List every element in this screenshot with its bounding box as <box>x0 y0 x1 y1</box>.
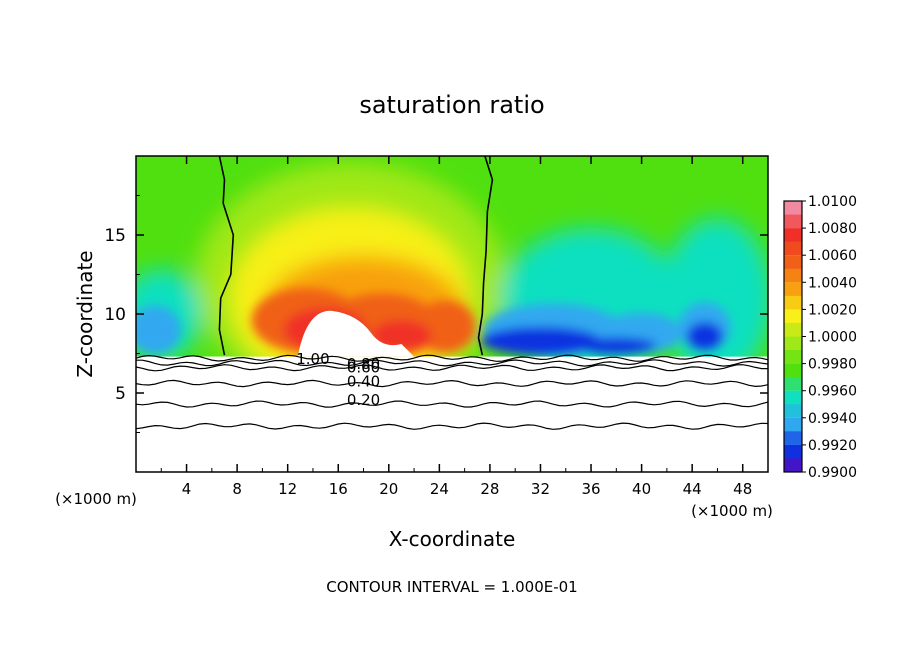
contour-label: 1.00 <box>296 350 329 368</box>
contour-label: 0.80 <box>347 355 380 373</box>
colorbar-swatch-half <box>784 322 802 337</box>
field-region-right-dry-2 <box>662 218 768 360</box>
y-tick-label: 15 <box>104 226 126 246</box>
saturation-boundary-left <box>218 155 235 356</box>
colorbar-label: 1.0080 <box>808 221 857 237</box>
x-unit-right: (×1000 m) <box>691 502 773 520</box>
contour-line <box>135 400 769 408</box>
x-tick-label: 20 <box>379 480 398 498</box>
colorbar: 1.0100 1.0080 1.0060 1.0040 1.0020 1.0000 0.99… <box>783 194 857 481</box>
colorbar-swatch-half <box>784 431 802 445</box>
x-tick-label: 28 <box>480 480 499 498</box>
colorbar-label: 1.0040 <box>808 275 857 291</box>
y-axis: 5 10 15 <box>104 195 768 433</box>
colorbar-label: 1.0060 <box>808 248 857 264</box>
colorbar-swatch-half <box>784 268 802 283</box>
field-sharp-layer <box>136 288 731 356</box>
colorbar-label: 0.9920 <box>808 438 857 454</box>
colorbar-label: 1.0020 <box>808 302 857 318</box>
x-tick-label: 40 <box>632 480 651 498</box>
contour-interval-footer: CONTOUR INTERVAL = 1.000E-01 <box>326 578 577 596</box>
y-axis-label: Z-coordinate <box>73 250 97 377</box>
colorbar-label: 1.0000 <box>808 330 857 346</box>
colorbar-swatch-half <box>784 404 802 418</box>
field-very-dry-1 <box>480 326 601 355</box>
colorbar-label: 0.9900 <box>808 465 857 481</box>
saturation-boundaries <box>218 155 494 356</box>
colorbar-label: 0.9940 <box>808 411 857 427</box>
x-unit-left: (×1000 m) <box>55 490 137 508</box>
contour-label: 0.60 <box>347 359 380 377</box>
field-lower-blank <box>136 356 768 360</box>
saturation-boundary-right <box>477 155 494 356</box>
y-tick-label: 10 <box>104 305 126 325</box>
colorbar-swatch-half <box>784 350 802 364</box>
x-tick-label: 48 <box>733 480 752 498</box>
field-very-dry-2 <box>686 322 723 351</box>
contour-line <box>135 422 769 430</box>
colorbar-label: 1.0100 <box>808 194 857 210</box>
colorbar-swatch-half <box>784 214 802 229</box>
x-tick-label: 8 <box>232 480 242 498</box>
contour-line <box>135 364 768 372</box>
colorbar-swatch-half <box>784 458 802 472</box>
x-tick-label: 4 <box>182 480 192 498</box>
field-very-dry-3 <box>576 337 657 354</box>
contour-line <box>136 359 769 367</box>
x-axis-label: X-coordinate <box>389 527 516 551</box>
contour-line <box>135 354 769 362</box>
colorbar-swatch-half <box>784 377 802 391</box>
heatmap-field <box>136 156 768 360</box>
x-tick-label: 24 <box>430 480 449 498</box>
field-cloud-core-5 <box>371 320 432 353</box>
contour-line <box>135 379 769 388</box>
y-tick-label: 5 <box>115 384 126 404</box>
contour-lines: 1.00 0.800.600.400.20 <box>135 350 769 430</box>
x-tick-label: 12 <box>278 480 297 498</box>
x-tick-label: 32 <box>531 480 550 498</box>
colorbar-label: 0.9980 <box>808 357 857 373</box>
colorbar-swatch-half <box>784 241 802 256</box>
contour-label: 0.20 <box>347 391 380 409</box>
x-tick-label: 16 <box>329 480 348 498</box>
colorbar-label: 0.9960 <box>808 384 857 400</box>
x-tick-label: 36 <box>581 480 600 498</box>
colorbar-swatch-half <box>784 295 802 310</box>
chart-title: saturation ratio <box>359 91 544 119</box>
x-tick-label: 44 <box>683 480 702 498</box>
contour-label: 0.40 <box>347 373 380 391</box>
x-axis: 4 8 12 16 20 24 28 32 36 40 44 48 <box>160 156 752 498</box>
field-cloud-white-patch <box>297 310 415 357</box>
field-dry-left <box>136 305 181 354</box>
